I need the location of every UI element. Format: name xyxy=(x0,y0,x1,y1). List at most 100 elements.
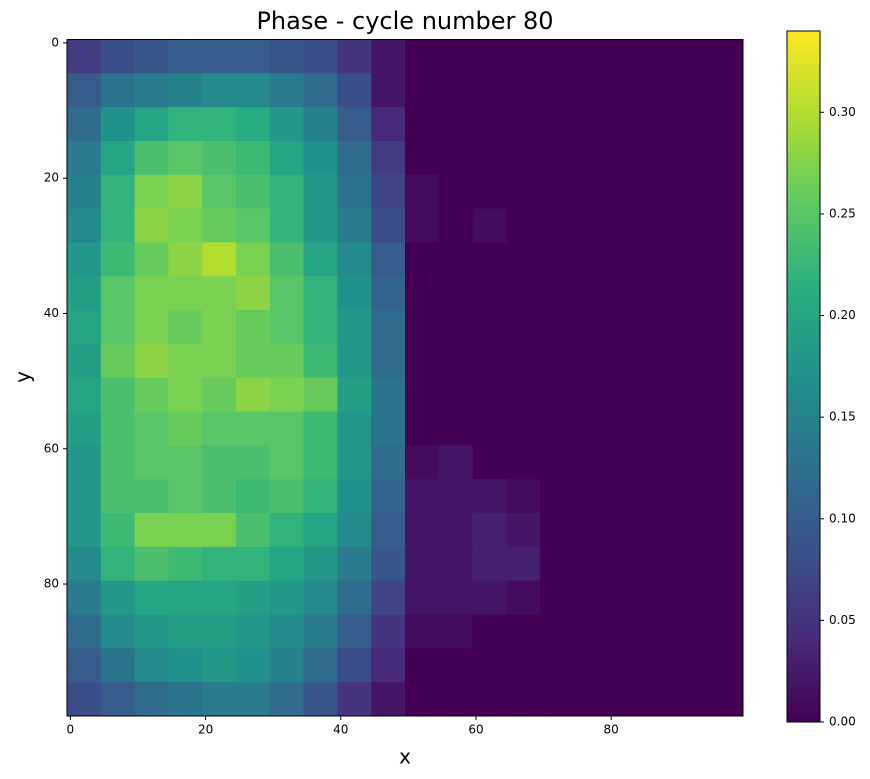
heatmap-cell xyxy=(67,411,102,446)
heatmap-cell xyxy=(100,276,136,311)
heatmap-cell xyxy=(100,614,136,649)
heatmap-cell xyxy=(472,648,507,683)
heatmap-cell xyxy=(540,174,575,210)
heatmap-cell xyxy=(607,39,643,74)
heatmap-cell xyxy=(337,614,372,649)
heatmap-cell xyxy=(675,73,710,108)
heatmap-cell xyxy=(303,513,338,548)
heatmap-cell xyxy=(438,107,474,142)
y-axis-label: y xyxy=(11,371,35,383)
heatmap-cell xyxy=(506,513,541,548)
heatmap-cell xyxy=(202,39,237,74)
heatmap-cell xyxy=(405,377,440,413)
heatmap-cell xyxy=(675,107,710,142)
heatmap-cell xyxy=(134,648,169,683)
heatmap-cell xyxy=(607,580,643,616)
heatmap-cell xyxy=(337,445,372,480)
heatmap-cell xyxy=(337,648,372,683)
heatmap-cell xyxy=(574,513,609,548)
heatmap-cell xyxy=(337,73,372,108)
heatmap-cell xyxy=(337,208,372,243)
heatmap-cell xyxy=(303,648,338,683)
heatmap-cell xyxy=(371,242,406,277)
heatmap-cell xyxy=(607,546,643,582)
heatmap-cell xyxy=(405,242,440,277)
heatmap-cell xyxy=(574,411,609,446)
heatmap-cell xyxy=(269,546,305,582)
heatmap-cell xyxy=(168,140,203,176)
heatmap-cell xyxy=(236,377,271,413)
heatmap-cell xyxy=(675,411,710,446)
heatmap-cell xyxy=(675,648,710,683)
heatmap-cell xyxy=(607,445,643,480)
chart-title: Phase - cycle number 80 xyxy=(256,7,553,35)
heatmap-cell xyxy=(540,310,575,345)
heatmap-cell xyxy=(574,276,609,311)
heatmap-cell xyxy=(337,377,372,413)
heatmap-cell xyxy=(506,310,541,345)
heatmap-cell xyxy=(371,614,406,649)
heatmap-cell xyxy=(709,107,744,142)
heatmap-cell xyxy=(405,479,440,514)
heatmap-cell xyxy=(303,377,338,413)
heatmap-cell xyxy=(438,479,474,514)
heatmap-cell xyxy=(438,614,474,649)
heatmap-cell xyxy=(337,411,372,446)
heatmap-cell xyxy=(472,546,507,582)
heatmap-cell xyxy=(607,377,643,413)
heatmap-cell xyxy=(168,343,203,379)
heatmap-cell xyxy=(303,208,338,243)
heatmap-cell xyxy=(100,310,136,345)
heatmap-cell xyxy=(337,140,372,176)
heatmap-cell xyxy=(202,208,237,243)
heatmap-cell xyxy=(438,513,474,548)
heatmap-cell xyxy=(371,310,406,345)
heatmap-cell xyxy=(405,140,440,176)
heatmap-cell xyxy=(438,546,474,582)
colorbar-tick-label: 0.00 xyxy=(829,715,856,729)
heatmap-cell xyxy=(641,682,676,717)
heatmap-cell xyxy=(236,513,271,548)
heatmap-cell xyxy=(236,140,271,176)
heatmap-cell xyxy=(202,73,237,108)
heatmap-cell xyxy=(337,682,372,717)
heatmap-cell xyxy=(607,242,643,277)
heatmap-cell xyxy=(574,73,609,108)
heatmap-cell xyxy=(709,73,744,108)
heatmap-cell xyxy=(675,140,710,176)
heatmap-cell xyxy=(134,682,169,717)
heatmap-cell xyxy=(506,682,541,717)
heatmap-cell xyxy=(574,174,609,210)
y-tick-label: 60 xyxy=(44,441,59,455)
heatmap-cell xyxy=(709,648,744,683)
heatmap-cell xyxy=(100,479,136,514)
heatmap-cell xyxy=(337,580,372,616)
heatmap-cell xyxy=(607,310,643,345)
heatmap-cell xyxy=(269,479,305,514)
heatmap-cell xyxy=(269,648,305,683)
heatmap-cell xyxy=(472,276,507,311)
heatmap-cell xyxy=(405,682,440,717)
heatmap-cell xyxy=(100,39,136,74)
heatmap-cell xyxy=(202,174,237,210)
heatmap-cell xyxy=(269,411,305,446)
heatmap-cell xyxy=(405,614,440,649)
heatmap-cell xyxy=(574,377,609,413)
heatmap-cell xyxy=(540,73,575,108)
x-tick-label: 60 xyxy=(468,723,483,737)
heatmap-cell xyxy=(100,513,136,548)
heatmap-cell xyxy=(438,580,474,616)
heatmap-cell xyxy=(100,377,136,413)
heatmap-cell xyxy=(134,140,169,176)
heatmap-cell xyxy=(405,208,440,243)
heatmap-cell xyxy=(269,513,305,548)
heatmap-cell xyxy=(472,343,507,379)
heatmap-cell xyxy=(574,546,609,582)
heatmap-cell xyxy=(540,580,575,616)
heatmap-cell xyxy=(540,140,575,176)
heatmap-cell xyxy=(540,208,575,243)
heatmap-cell xyxy=(506,377,541,413)
heatmap-cell xyxy=(438,276,474,311)
heatmap-cell xyxy=(67,276,102,311)
